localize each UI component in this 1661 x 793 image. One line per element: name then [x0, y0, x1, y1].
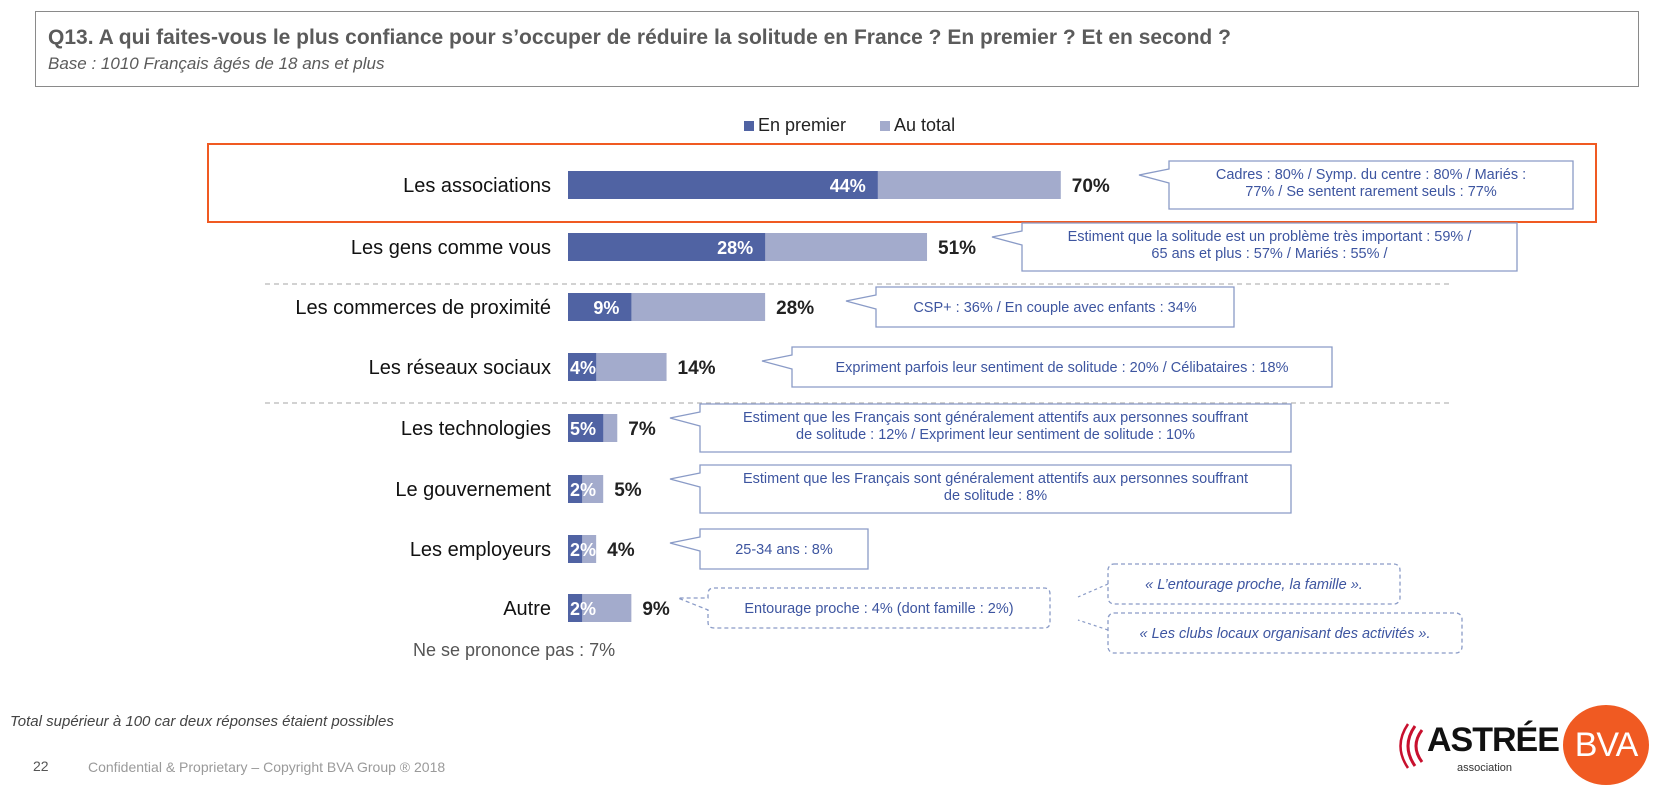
total-value-label: 9% — [642, 599, 670, 620]
bar-premier — [568, 353, 597, 381]
callout-text: 25-34 ans : 8% — [735, 542, 833, 558]
legend-label-premier: En premier — [758, 115, 847, 135]
bar-premier — [568, 233, 766, 261]
bar-chart: Les associations 44% 70% Cadres : 80% / Sym… — [265, 160, 1574, 660]
total-value-label: 7% — [628, 419, 656, 440]
astree-wordmark: ASTRÉE — [1427, 721, 1560, 759]
callout-text: 65 ans et plus : 57% / Mariés : 55% / — [1151, 246, 1388, 262]
question-base: Base : 1010 Français âgés de 18 ans et p… — [48, 54, 385, 73]
quote-box — [1107, 563, 1401, 605]
premier-value-label: 4% — [570, 358, 596, 378]
premier-value-label: 9% — [593, 298, 619, 318]
page-number: 22 — [33, 758, 49, 774]
bar-premier — [568, 535, 583, 563]
total-value-label: 51% — [938, 238, 976, 259]
legend-label-total: Au total — [894, 115, 956, 135]
no-answer-label: Ne se prononce pas : 7% — [413, 640, 615, 660]
callout-box — [1138, 160, 1574, 210]
bva-logo: BVA — [1563, 705, 1649, 785]
category-label: Les technologies — [401, 418, 551, 440]
premier-value-label: 5% — [570, 419, 596, 439]
bar-premier — [568, 293, 632, 321]
quote-text: « Les clubs locaux organisant des activi… — [1140, 626, 1431, 642]
callout-box — [677, 587, 1051, 629]
callout-box — [845, 286, 1235, 328]
total-value-label: 70% — [1072, 176, 1110, 197]
bar-premier — [568, 475, 583, 503]
callout-text: 77% / Se sentent rarement seuls : 77% — [1245, 184, 1497, 200]
bar-premier — [568, 414, 604, 442]
premier-value-label: 2% — [570, 480, 596, 500]
callout-box — [669, 403, 1292, 453]
callout-text: CSP+ : 36% / En couple avec enfants : 34… — [913, 300, 1196, 316]
copyright-text: Confidential & Proprietary – Copyright B… — [88, 759, 446, 775]
category-label: Autre — [503, 598, 551, 620]
legend-item-premier: En premier — [744, 115, 846, 136]
callout-text: Expriment parfois leur sentiment de soli… — [836, 360, 1289, 376]
callout-text: Entourage proche : 4% (dont famille : 2%… — [744, 601, 1013, 617]
callout-text: de solitude : 12% / Expriment leur senti… — [796, 427, 1195, 443]
quote-connector — [1077, 619, 1109, 631]
footnote: Total supérieur à 100 car deux réponses … — [10, 713, 394, 730]
callout-box — [991, 222, 1518, 272]
legend-swatch-premier — [744, 120, 754, 131]
total-value-label: 14% — [678, 358, 716, 379]
premier-value-label: 2% — [570, 540, 596, 560]
quote-connector — [1077, 583, 1109, 598]
bar-premier — [568, 171, 878, 199]
quote-text: « L’entourage proche, la famille ». — [1145, 577, 1363, 593]
total-value-label: 5% — [614, 480, 642, 501]
callout-box — [761, 346, 1333, 388]
legend-swatch-total — [880, 120, 891, 131]
total-value-label: 28% — [776, 298, 814, 319]
category-label: Les gens comme vous — [351, 237, 551, 259]
callout-box — [669, 528, 869, 570]
premier-value-label: 2% — [570, 599, 596, 619]
category-label: Les employeurs — [410, 539, 551, 561]
question-title: Q13. A qui faites-vous le plus confiance… — [48, 26, 1231, 49]
callout-text: Estiment que la solitude est un problème… — [1068, 229, 1473, 245]
premier-value-label: 44% — [830, 176, 866, 196]
category-label: Les réseaux sociaux — [369, 357, 551, 379]
category-label: Les commerces de proximité — [295, 297, 551, 319]
callout-text: de solitude : 8% — [944, 488, 1047, 504]
category-label: Le gouvernement — [395, 479, 551, 501]
callout-text: Cadres : 80% / Symp. du centre : 80% / M… — [1216, 167, 1526, 183]
callout-text: Estiment que les Français sont généralem… — [743, 410, 1248, 426]
legend-item-total: Au total — [880, 115, 955, 136]
category-label: Les associations — [403, 175, 551, 197]
highlight-box — [207, 143, 1597, 223]
question-header: Q13. A qui faites-vous le plus confiance… — [35, 11, 1639, 87]
astree-subtitle: association — [1457, 762, 1513, 774]
callout-box — [669, 464, 1292, 514]
astree-logo: ASTRÉE association — [1395, 708, 1560, 778]
callout-text: Estiment que les Français sont généralem… — [743, 471, 1248, 487]
chart-legend: En premier Au total — [744, 115, 955, 136]
bar-premier — [568, 594, 583, 622]
quote-box — [1107, 612, 1463, 654]
astree-signal-icon — [1399, 723, 1424, 769]
premier-value-label: 28% — [717, 238, 753, 258]
total-value-label: 4% — [607, 540, 635, 561]
